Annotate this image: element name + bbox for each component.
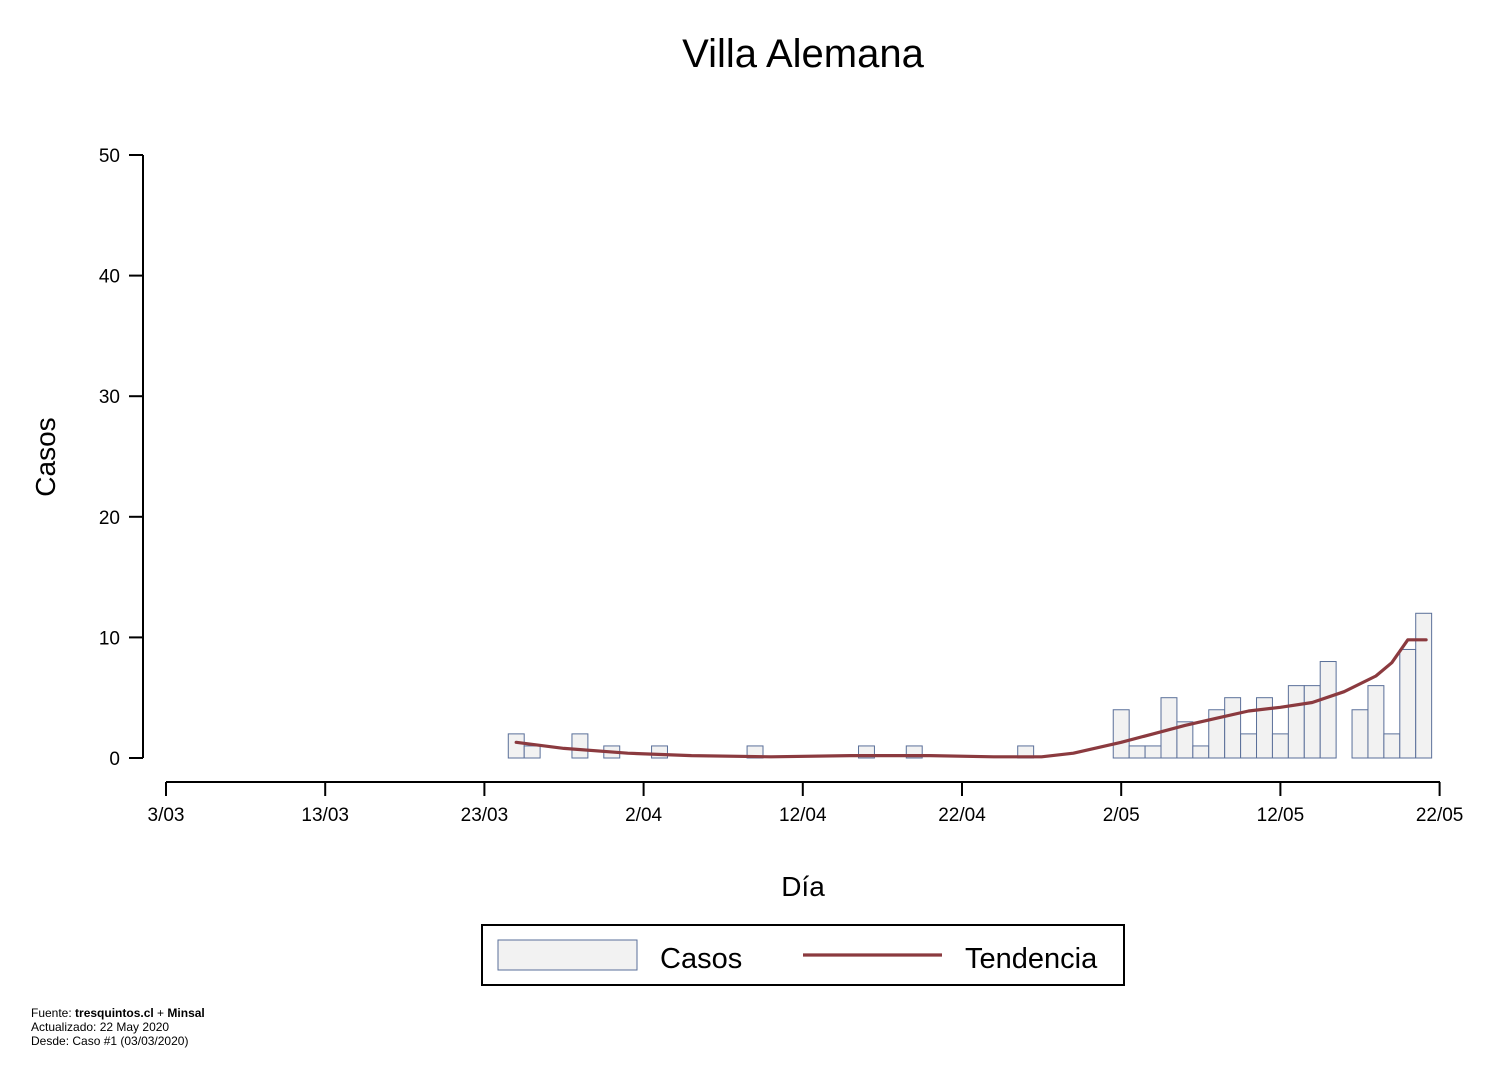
y-axis: 0 10 20 30 40 50 bbox=[99, 146, 144, 770]
bar bbox=[523, 745, 541, 759]
y-tick-label: 50 bbox=[99, 146, 120, 167]
y-tick-label: 0 bbox=[109, 749, 120, 770]
legend-label-casos: Casos bbox=[660, 943, 742, 975]
x-tick-label: 3/03 bbox=[148, 805, 185, 826]
bar bbox=[1240, 733, 1258, 759]
bar bbox=[1351, 709, 1369, 759]
bar bbox=[1128, 745, 1146, 759]
bar bbox=[1176, 721, 1194, 759]
footer-notes: Fuente: tresquintos.cl + Minsal Actualiz… bbox=[31, 1006, 205, 1048]
bar bbox=[1303, 685, 1321, 759]
x-tick-label: 2/05 bbox=[1103, 805, 1140, 826]
bar bbox=[1256, 697, 1273, 759]
x-tick-label: 13/03 bbox=[301, 805, 349, 826]
legend: Casos Tendencia bbox=[481, 924, 1125, 986]
bar bbox=[1112, 709, 1130, 759]
bar bbox=[1415, 612, 1433, 759]
chart-title: Villa Alemana bbox=[682, 32, 924, 76]
x-tick-label: 22/04 bbox=[938, 805, 986, 826]
y-tick-label: 20 bbox=[99, 508, 120, 529]
x-axis: 3/03 13/03 23/03 2/04 12/04 22/04 2/05 12/05 22/… bbox=[148, 781, 1464, 826]
y-tick-label: 10 bbox=[99, 628, 120, 649]
bar bbox=[1399, 648, 1417, 759]
bar bbox=[507, 733, 525, 759]
x-tick-label: 22/05 bbox=[1416, 805, 1464, 826]
bar bbox=[1144, 745, 1162, 759]
bars-series bbox=[507, 612, 1433, 759]
bar bbox=[571, 733, 589, 759]
y-axis-title: Casos bbox=[30, 417, 61, 496]
footer-source: Fuente: tresquintos.cl + Minsal bbox=[31, 1006, 205, 1020]
bar bbox=[1192, 745, 1210, 759]
y-tick-label: 40 bbox=[99, 267, 120, 288]
y-tick-label: 30 bbox=[99, 387, 120, 408]
source-minsal: Minsal bbox=[167, 1006, 205, 1020]
bar bbox=[1319, 661, 1337, 759]
x-tick-label: 23/03 bbox=[461, 805, 509, 826]
x-tick-label: 12/05 bbox=[1257, 805, 1305, 826]
x-tick-label: 12/04 bbox=[779, 805, 827, 826]
footer-since: Desde: Caso #1 (03/03/2020) bbox=[31, 1034, 189, 1048]
bar bbox=[1287, 685, 1305, 759]
bar bbox=[1271, 733, 1289, 759]
bar bbox=[1383, 733, 1401, 759]
x-axis-title: Día bbox=[781, 871, 825, 902]
trend-line bbox=[514, 638, 1428, 759]
bar bbox=[1367, 685, 1385, 759]
legend-swatch-casos bbox=[497, 939, 638, 971]
footer-updated: Actualizado: 22 May 2020 bbox=[31, 1020, 170, 1034]
source-link-tresquintos: tresquintos.cl bbox=[75, 1006, 154, 1020]
bar bbox=[1224, 697, 1242, 759]
legend-label-tendencia: Tendencia bbox=[965, 943, 1098, 975]
x-tick-label: 2/04 bbox=[625, 805, 662, 826]
